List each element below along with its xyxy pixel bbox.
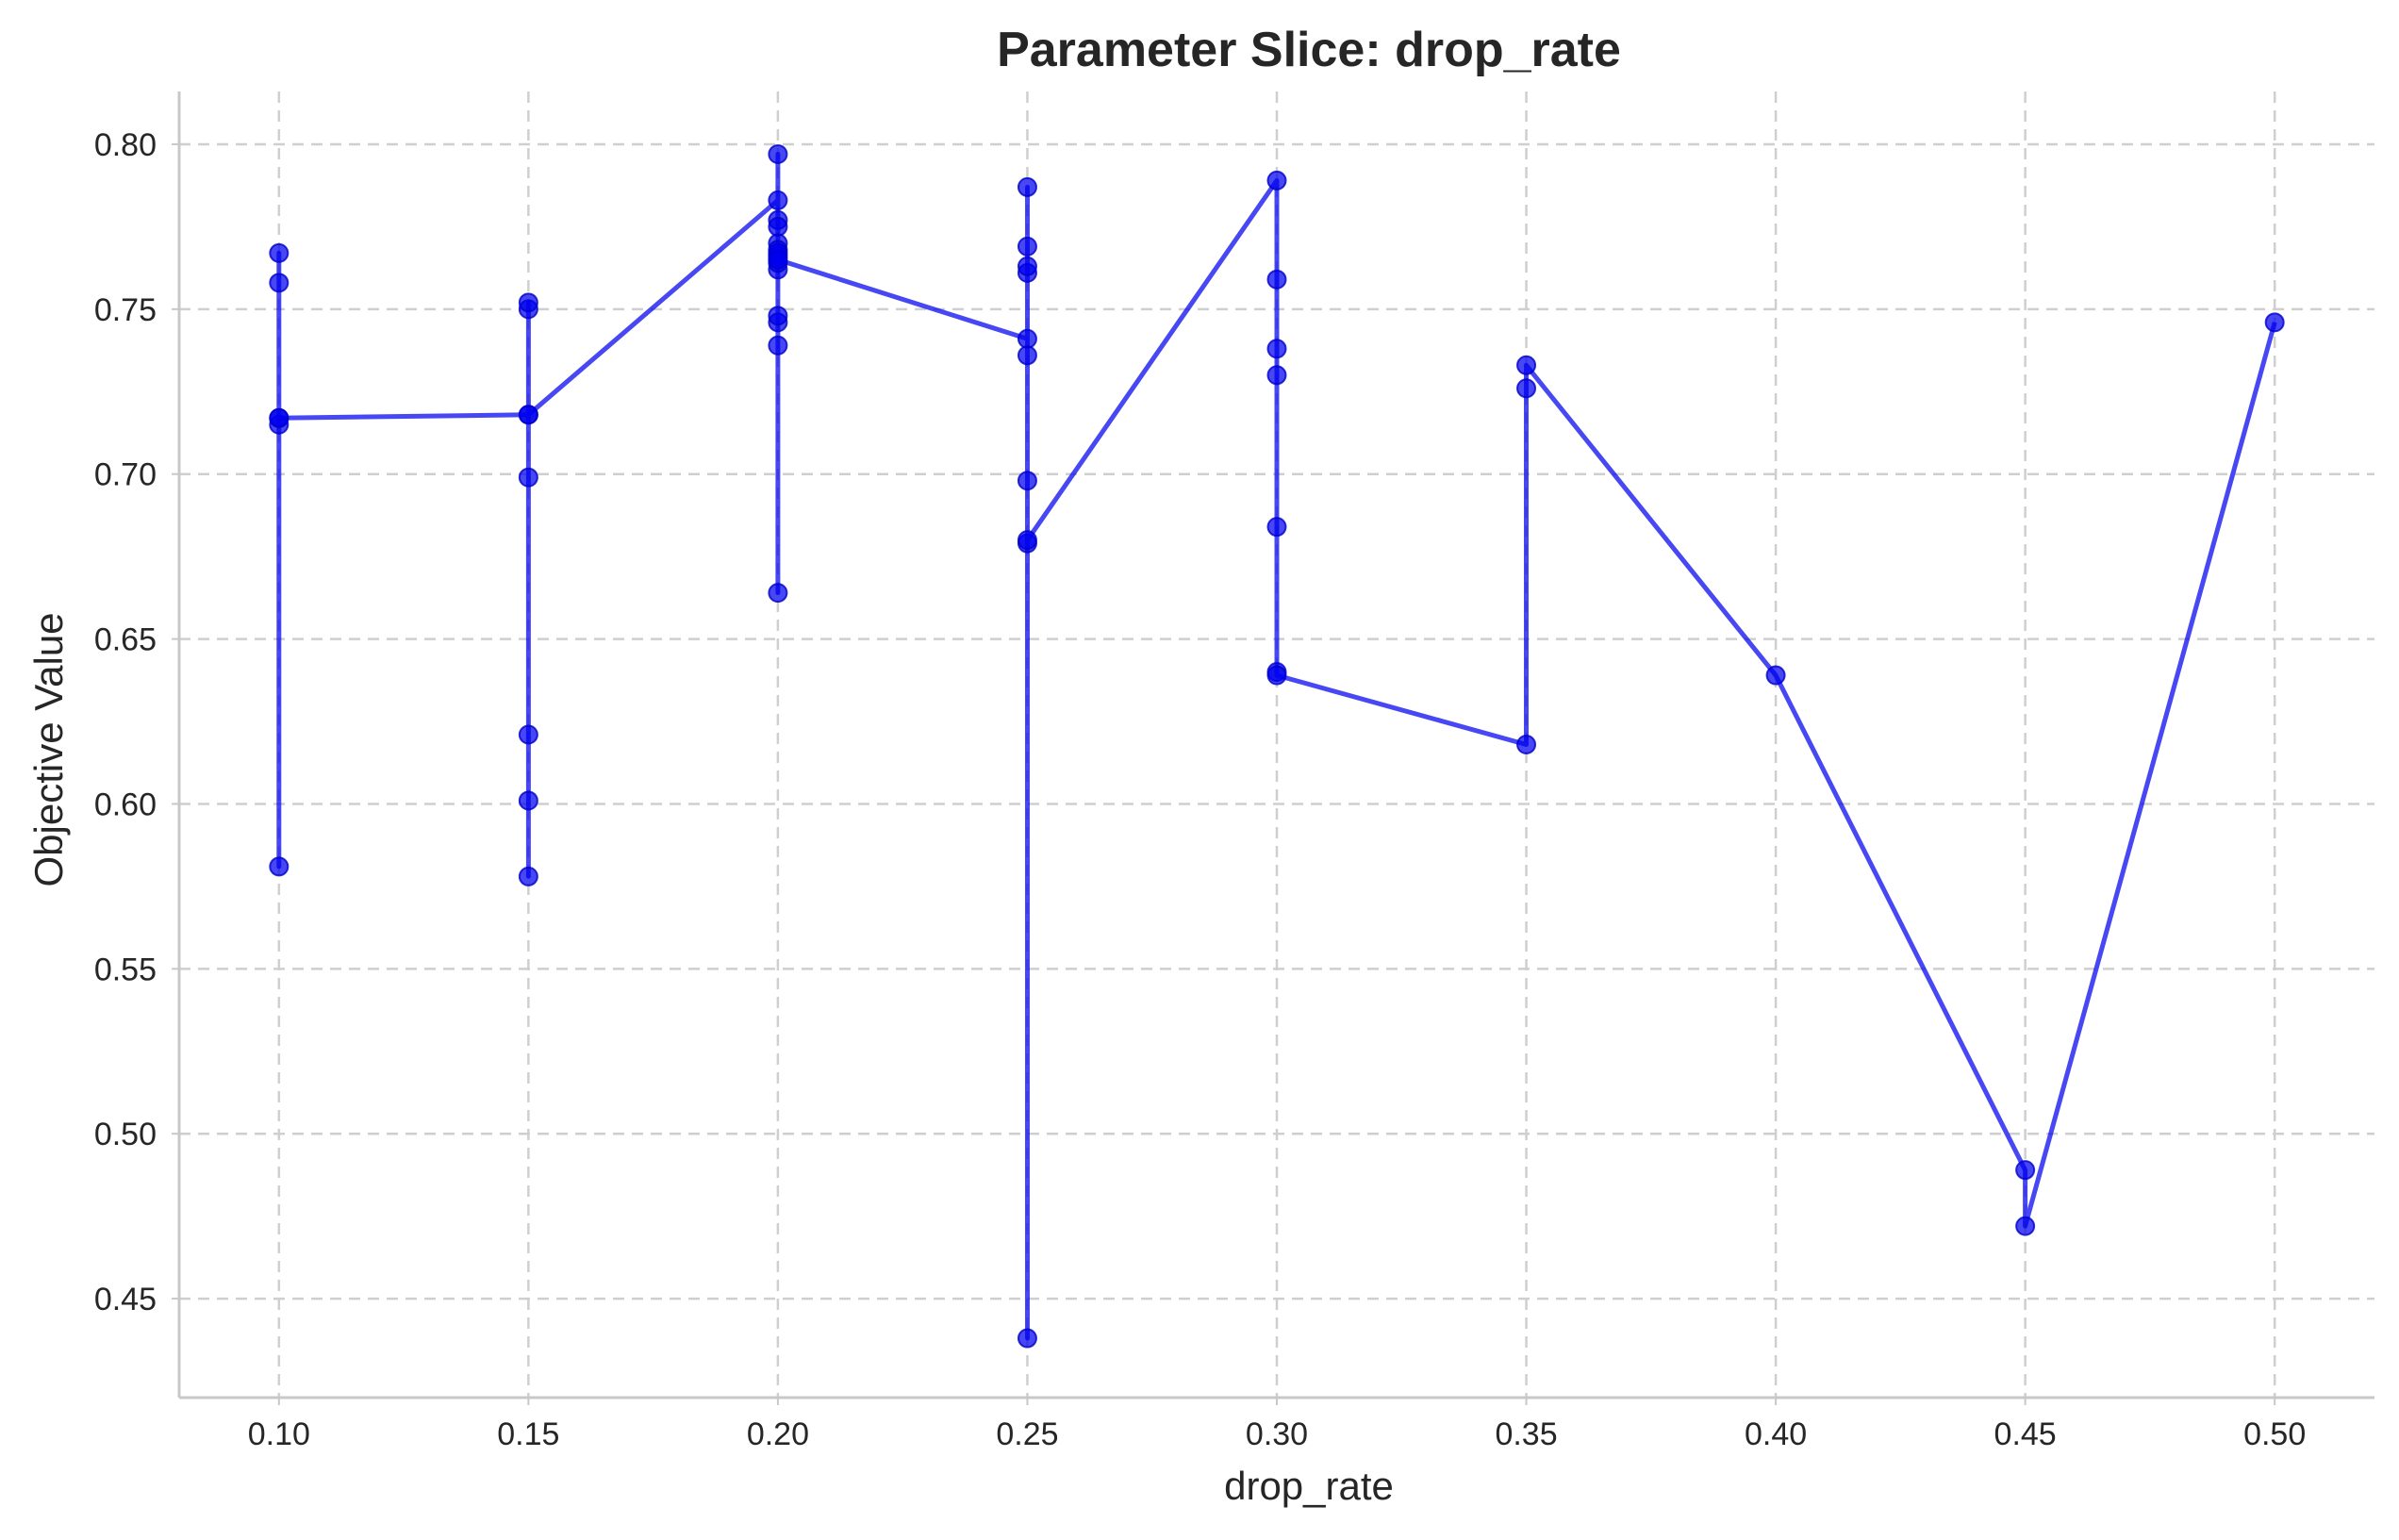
data-point [1266,170,1287,190]
y-tick-label: 0.60 [94,787,157,822]
data-point [768,306,788,326]
x-tick-label: 0.30 [1246,1416,1308,1452]
data-point [1266,269,1287,290]
data-point [269,856,290,877]
data-point [768,249,788,270]
x-tick-label: 0.20 [747,1416,809,1452]
data-point [2015,1216,2036,1236]
x-tick-label: 0.45 [1994,1416,2057,1452]
data-point [1017,236,1037,257]
chart-title: Parameter Slice: drop_rate [997,23,1621,77]
data-point [269,273,290,293]
data-point [2264,312,2285,333]
data-point [1017,328,1037,349]
data-point [1266,665,1287,686]
y-tick-label: 0.50 [94,1117,157,1152]
y-tick-label: 0.55 [94,952,157,987]
data-point [1017,530,1037,551]
axes-layer: 0.10 0.15 0.20 0.25 0.30 0.35 0.40 0.45 0.50 0.45… [94,91,2374,1452]
data-point [768,216,788,237]
data-point [1516,355,1537,375]
y-tick-label: 0.80 [94,127,157,163]
x-tick-label: 0.15 [497,1416,559,1452]
data-point [518,292,538,313]
data-point [518,866,538,886]
data-point [768,190,788,210]
x-tick-label: 0.10 [248,1416,310,1452]
x-tick-label: 0.35 [1495,1416,1557,1452]
data-point [1765,665,1786,686]
label-layer: Parameter Slice: drop_rate drop_rate Obj… [26,23,1621,1508]
data-point [1266,365,1287,386]
data-point [1266,339,1287,359]
data-point [2015,1160,2036,1181]
data-point [518,790,538,811]
data-point [518,467,538,488]
data-point [518,405,538,425]
data-point [518,724,538,745]
x-tick-label: 0.40 [1745,1416,1807,1452]
data-point [768,143,788,164]
data-point [1017,1328,1037,1349]
y-tick-label: 0.65 [94,622,157,658]
data-point [269,242,290,263]
data-point [1017,471,1037,491]
y-tick-label: 0.75 [94,292,157,328]
data-point [1017,176,1037,197]
x-tick-label: 0.50 [2243,1416,2306,1452]
x-tick-label: 0.25 [996,1416,1058,1452]
data-point [1516,378,1537,399]
data-point [1516,735,1537,754]
data-point [1017,345,1037,366]
series-layer [269,143,2285,1349]
data-point [1017,256,1037,276]
data-point [1266,517,1287,538]
y-tick-label: 0.70 [94,457,157,493]
data-point [269,407,290,428]
y-axis-label: Objective Value [26,612,71,886]
x-axis-label: drop_rate [1224,1464,1394,1508]
series-line [276,152,2277,1341]
data-point [768,335,788,356]
y-tick-label: 0.45 [94,1282,157,1317]
data-point [768,583,788,604]
